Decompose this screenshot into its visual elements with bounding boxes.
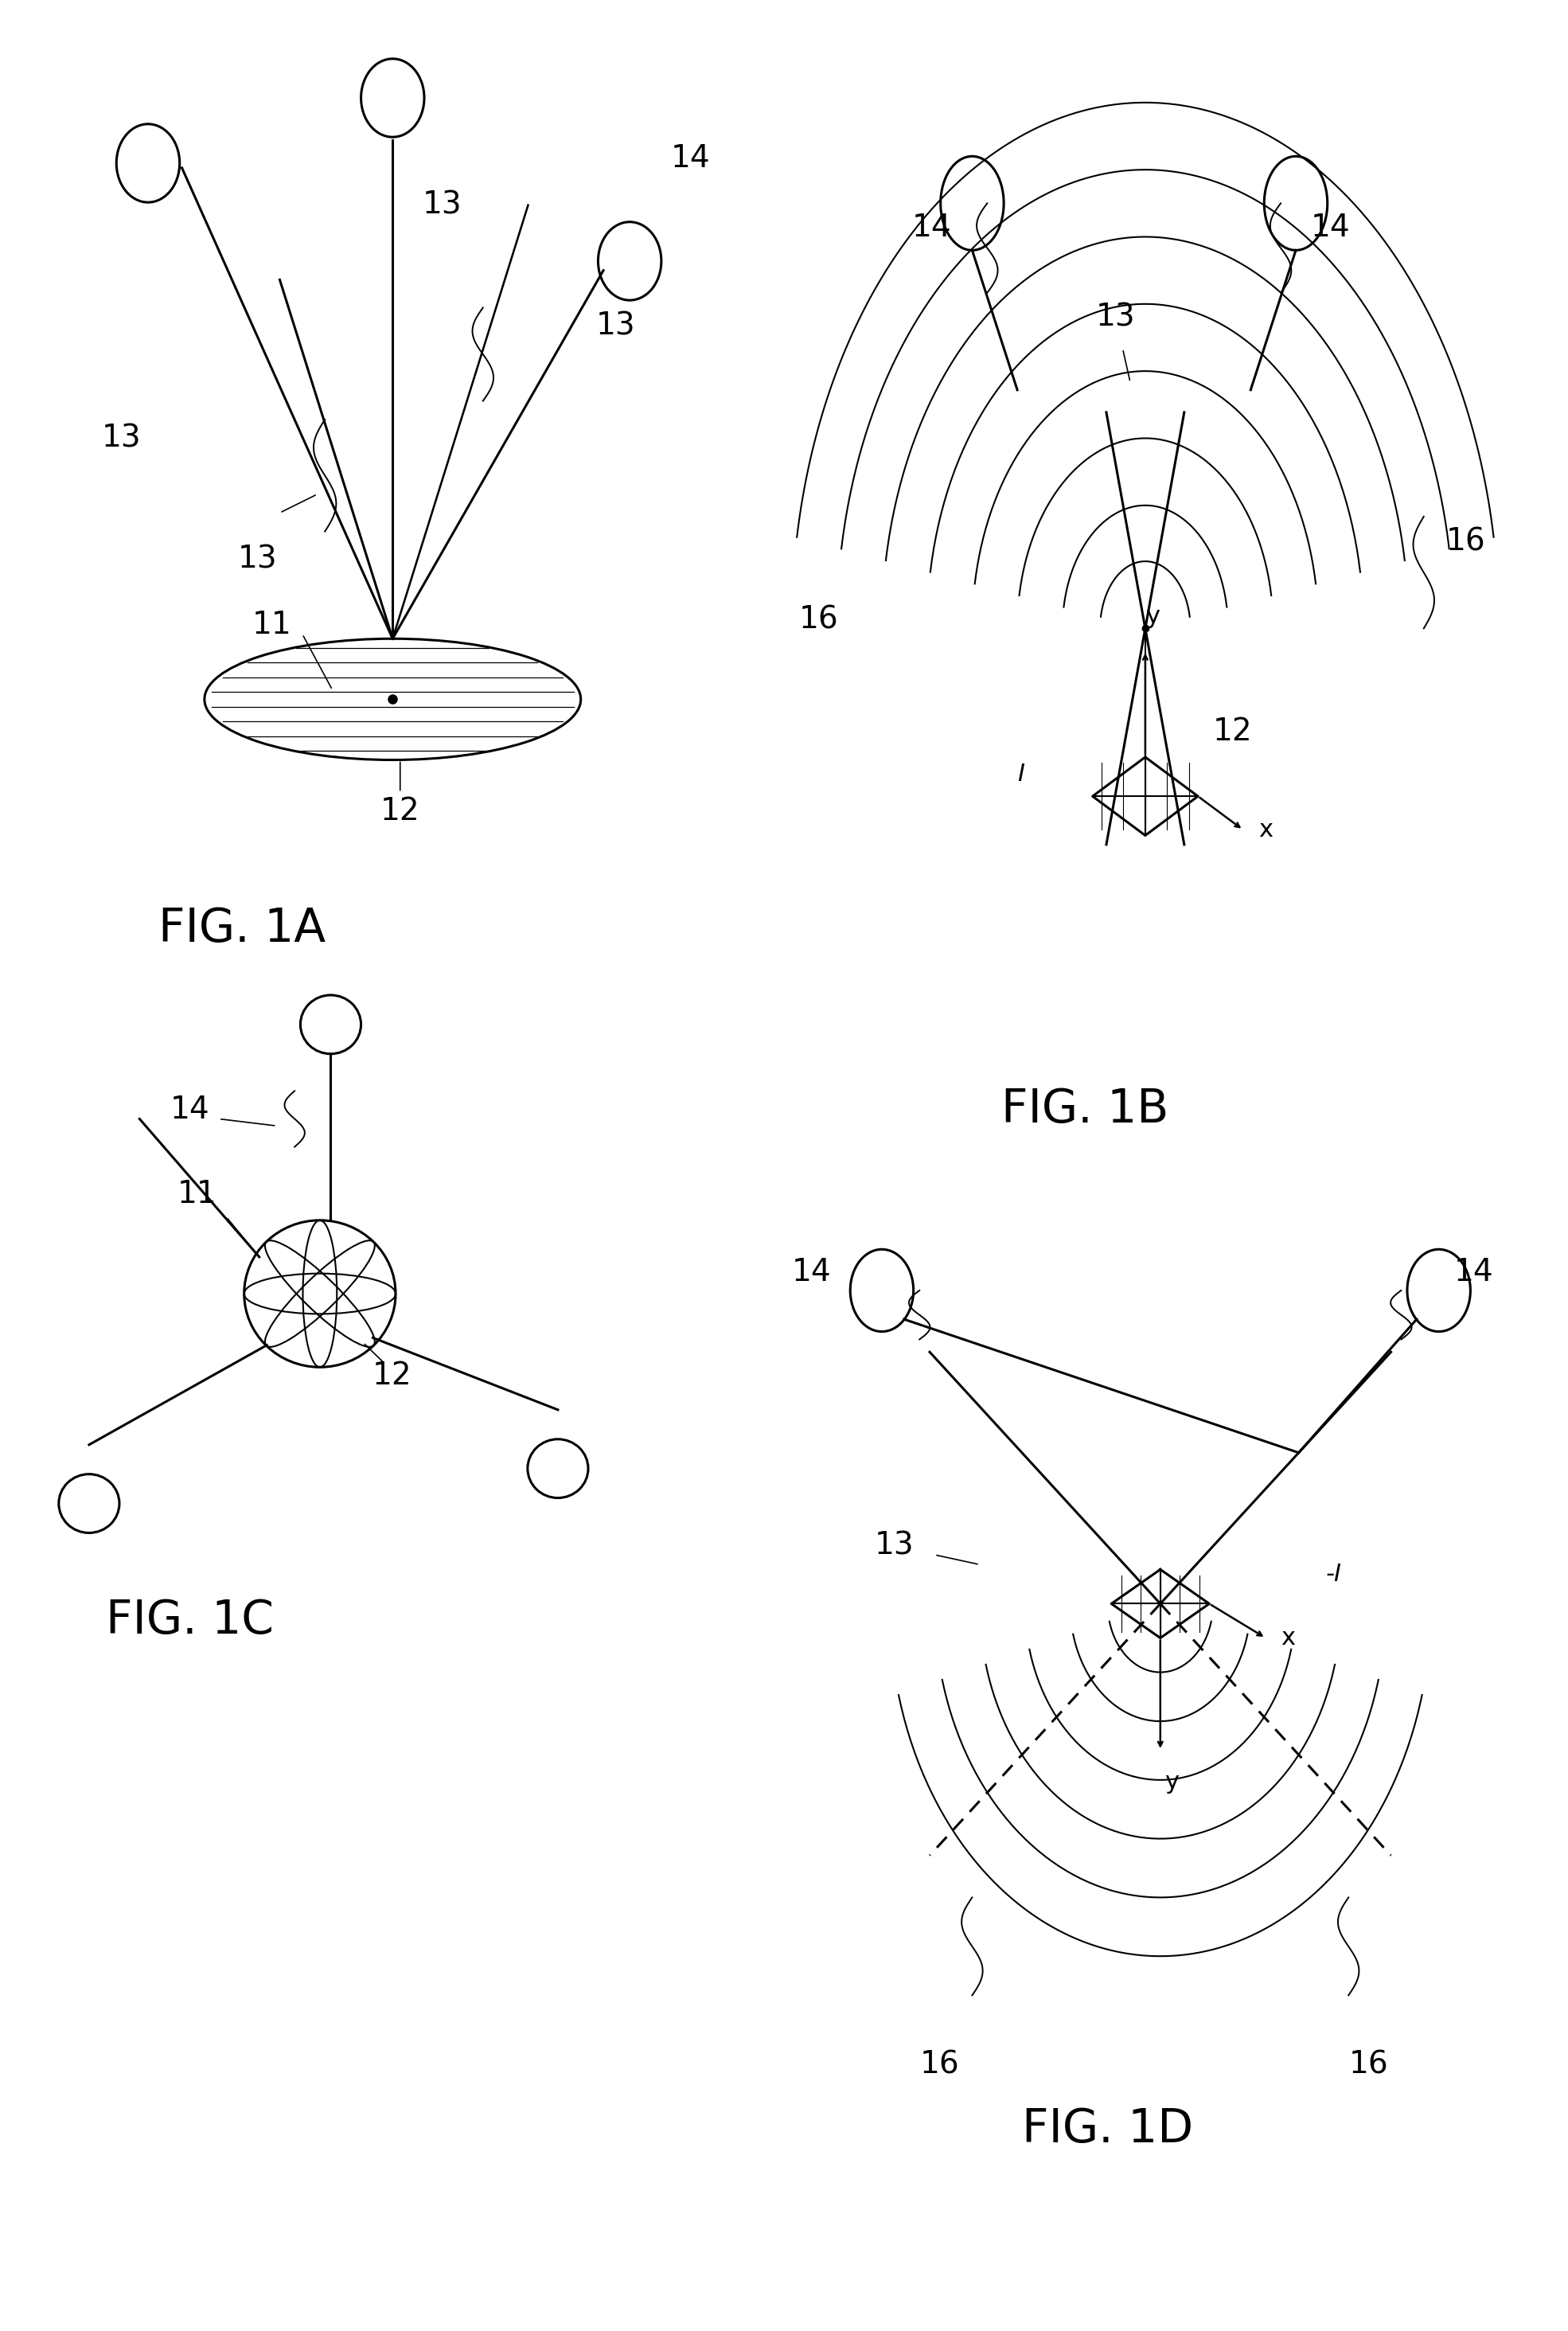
Text: FIG. 1C: FIG. 1C: [107, 1599, 274, 1643]
Ellipse shape: [204, 639, 580, 760]
Text: 14: 14: [1311, 212, 1350, 242]
Text: 16: 16: [800, 604, 839, 634]
Text: 14: 14: [792, 1256, 831, 1287]
Text: 12: 12: [372, 1361, 412, 1392]
Text: 11: 11: [252, 611, 292, 639]
Text: 13: 13: [102, 424, 141, 452]
Text: I: I: [1018, 762, 1025, 786]
Text: 12: 12: [1214, 716, 1253, 746]
Text: 14: 14: [1454, 1256, 1493, 1287]
Text: y: y: [1146, 606, 1160, 629]
Text: x: x: [1258, 818, 1273, 841]
Text: 13: 13: [237, 545, 278, 573]
Text: 16: 16: [1446, 527, 1486, 557]
Text: FIG. 1D: FIG. 1D: [1022, 2107, 1193, 2152]
Text: 13: 13: [875, 1531, 914, 1562]
Text: -I: -I: [1327, 1562, 1342, 1585]
Text: 12: 12: [381, 797, 420, 825]
Text: FIG. 1A: FIG. 1A: [158, 907, 326, 951]
Text: 13: 13: [1096, 303, 1135, 333]
Text: x: x: [1281, 1627, 1295, 1650]
Text: FIG. 1B: FIG. 1B: [1002, 1086, 1168, 1133]
Text: y: y: [1165, 1769, 1179, 1793]
Text: 14: 14: [913, 212, 952, 242]
Text: 11: 11: [177, 1179, 216, 1210]
Text: 13: 13: [596, 312, 635, 340]
Text: 14: 14: [171, 1096, 210, 1126]
Text: 16: 16: [919, 2049, 960, 2079]
Text: 13: 13: [423, 191, 463, 219]
Text: 16: 16: [1348, 2049, 1388, 2079]
Text: 14: 14: [671, 145, 710, 172]
